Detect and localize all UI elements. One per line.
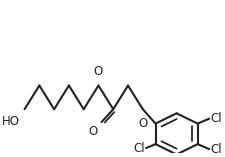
Text: O: O [88,125,97,138]
Text: Cl: Cl [210,143,222,156]
Text: Cl: Cl [210,112,222,125]
Text: Cl: Cl [133,142,145,155]
Text: O: O [138,117,147,130]
Text: O: O [94,65,103,78]
Text: HO: HO [2,115,20,128]
